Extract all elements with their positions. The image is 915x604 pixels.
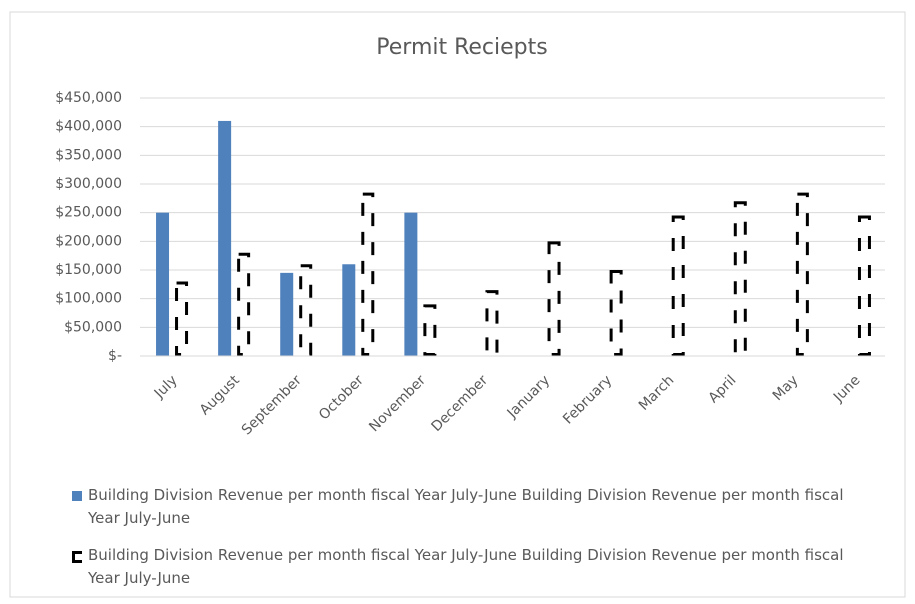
bar (175, 281, 189, 357)
x-tick-label: April (706, 372, 740, 406)
y-tick-label: $- (108, 348, 122, 364)
x-tick-label: October (316, 372, 367, 423)
x-tick-label: September (239, 372, 305, 438)
bar (671, 215, 685, 356)
chart-border (9, 11, 906, 598)
bar (156, 212, 170, 356)
y-tick-label: $100,000 (55, 291, 122, 307)
bar (733, 201, 747, 356)
bar (795, 192, 809, 356)
bar (218, 120, 232, 356)
y-tick-label: $400,000 (55, 119, 122, 135)
x-tick-label: December (428, 372, 491, 435)
bar (361, 192, 375, 356)
x-tick-label: February (560, 372, 615, 427)
bar (857, 215, 871, 356)
legend-label: Building Division Revenue per month fisc… (88, 546, 844, 587)
legend-swatch (72, 551, 82, 563)
bar (423, 304, 437, 356)
y-tick-label: $300,000 (55, 176, 122, 192)
x-tick-label: August (197, 372, 243, 418)
bar (299, 264, 313, 356)
x-tick-label: July (151, 372, 181, 402)
x-tick-label: January (504, 372, 554, 422)
legend: Building Division Revenue per month fisc… (72, 484, 872, 604)
chart-title: Permit Reciepts (376, 35, 547, 60)
bar (547, 241, 561, 356)
x-tick-label: May (770, 372, 802, 404)
bar (404, 212, 418, 356)
legend-label: Building Division Revenue per month fisc… (88, 486, 844, 527)
bar (342, 264, 356, 356)
bar (280, 272, 294, 356)
y-tick-label: $250,000 (55, 205, 122, 221)
y-tick-label: $350,000 (55, 147, 122, 163)
x-tick-label: March (636, 372, 677, 413)
legend-entry: Building Division Revenue per month fisc… (72, 484, 872, 530)
legend-swatch (72, 491, 82, 501)
y-tick-label: $450,000 (55, 90, 122, 106)
y-tick-label: $50,000 (64, 319, 122, 335)
legend-entry: Building Division Revenue per month fisc… (72, 544, 872, 590)
x-tick-label: November (366, 372, 429, 435)
bar (237, 252, 251, 356)
x-tick-label: June (830, 372, 864, 406)
y-tick-label: $200,000 (55, 233, 122, 249)
bar (609, 270, 623, 356)
bar (485, 290, 499, 357)
y-tick-label: $150,000 (55, 262, 122, 278)
